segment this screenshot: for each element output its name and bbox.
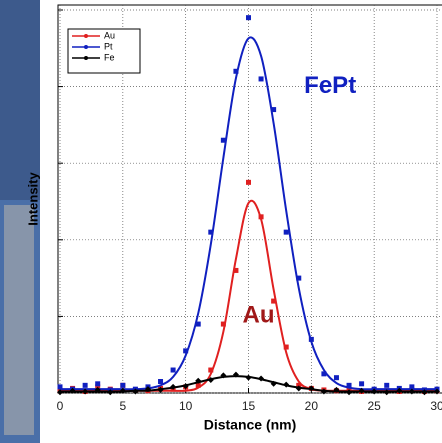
point [208, 367, 214, 373]
point [346, 386, 352, 392]
point [94, 386, 101, 393]
point [183, 348, 189, 354]
point [107, 389, 114, 396]
point [195, 382, 201, 388]
point [132, 388, 139, 395]
point [409, 384, 415, 390]
x-axis-label: Distance (nm) [204, 417, 297, 433]
point [333, 375, 339, 381]
point [245, 374, 252, 381]
point [233, 267, 239, 273]
point [57, 389, 63, 396]
point [396, 387, 403, 394]
point [170, 383, 177, 390]
point [119, 387, 126, 394]
point [57, 384, 63, 390]
point [421, 389, 428, 396]
point [434, 388, 440, 395]
point [308, 385, 315, 392]
legend-marker [84, 45, 88, 49]
point [95, 381, 101, 387]
point [258, 76, 264, 82]
point [208, 229, 214, 235]
point [371, 388, 378, 395]
annotation: Au [243, 302, 275, 329]
x-tick-label: 20 [305, 399, 319, 413]
legend-marker [84, 34, 88, 38]
point [82, 382, 88, 388]
point [195, 321, 201, 327]
point [144, 386, 151, 393]
point [82, 388, 89, 395]
point [170, 367, 176, 373]
point [207, 376, 214, 383]
point [69, 387, 76, 394]
point [271, 298, 277, 304]
point [333, 386, 340, 393]
legend-label: Fe [104, 52, 115, 62]
point [220, 372, 227, 379]
point [358, 387, 365, 394]
annotation: FePt [304, 72, 356, 99]
point [384, 382, 390, 388]
point [246, 15, 251, 21]
side-image [4, 205, 34, 435]
point [182, 383, 189, 390]
point [308, 336, 314, 342]
x-tick-label: 10 [179, 399, 193, 413]
point [120, 382, 126, 388]
point [158, 379, 164, 385]
x-tick-label: 25 [367, 399, 381, 413]
point [296, 382, 302, 388]
y-axis-label: Intensity [25, 172, 40, 226]
point [157, 386, 164, 393]
point [258, 375, 265, 382]
x-tick-label: 0 [57, 399, 64, 413]
point [283, 344, 289, 350]
x-tick-label: 5 [119, 399, 126, 413]
point [95, 384, 101, 390]
point [383, 389, 390, 396]
point [232, 371, 239, 378]
legend-label: Au [104, 30, 115, 40]
legend-marker [84, 56, 88, 60]
legend-label: Pt [104, 41, 113, 51]
point [271, 107, 277, 113]
point [359, 381, 365, 387]
point [346, 389, 353, 396]
point [295, 385, 302, 392]
point [220, 321, 226, 327]
point [270, 380, 277, 387]
side-image [0, 0, 40, 200]
point [195, 377, 202, 384]
x-tick-label: 15 [242, 399, 256, 413]
point [246, 179, 251, 185]
point [408, 388, 415, 395]
point [346, 382, 352, 388]
x-tick-label: 30 [430, 399, 442, 413]
point [321, 371, 327, 377]
point [258, 214, 264, 220]
point [233, 68, 239, 74]
point [283, 229, 289, 235]
point [283, 381, 290, 388]
point [296, 275, 302, 281]
point [320, 388, 327, 395]
point [220, 137, 226, 143]
